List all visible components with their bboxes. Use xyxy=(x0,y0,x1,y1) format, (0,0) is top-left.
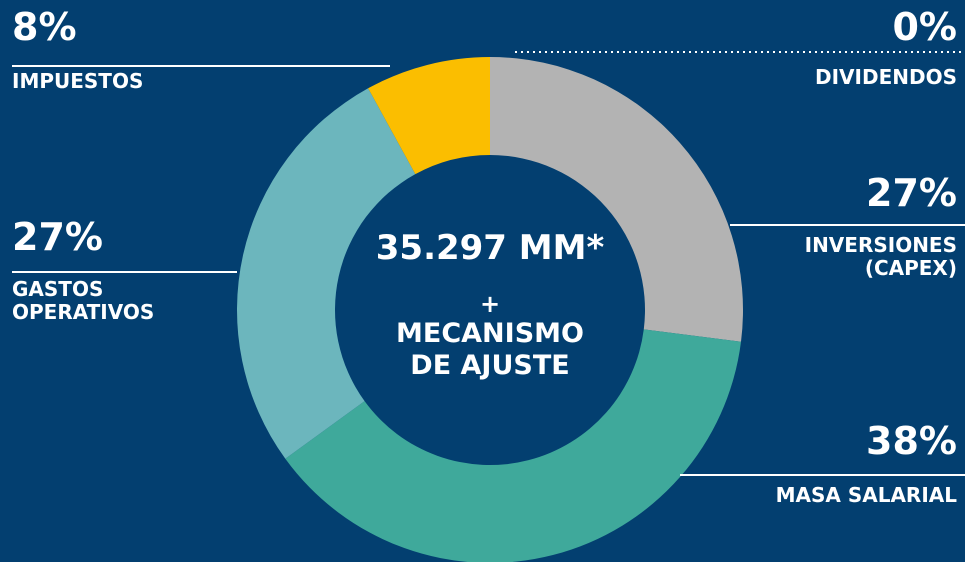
slice-label: IMPUESTOS xyxy=(12,69,144,93)
slice-percent: 27% xyxy=(866,171,957,215)
slice-percent: 0% xyxy=(892,5,957,49)
slice-label: DIVIDENDOS xyxy=(815,65,957,89)
donut-segment xyxy=(490,57,743,342)
slice-percent: 8% xyxy=(12,5,77,49)
center-amount: 35.297 MM* xyxy=(375,228,605,268)
slice-percent: 27% xyxy=(12,215,103,259)
slice-label: MASA SALARIAL xyxy=(775,483,957,507)
donut-segment xyxy=(237,88,416,459)
slice-percent: 38% xyxy=(866,419,957,463)
center-plus: + xyxy=(479,290,501,318)
center-caption: MECANISMO DE AJUSTE xyxy=(396,318,584,382)
slice-label: INVERSIONES (CAPEX) xyxy=(804,233,957,280)
donut-segment xyxy=(368,57,490,175)
slice-label: GASTOS OPERATIVOS xyxy=(12,277,155,324)
donut-segment xyxy=(285,329,742,562)
